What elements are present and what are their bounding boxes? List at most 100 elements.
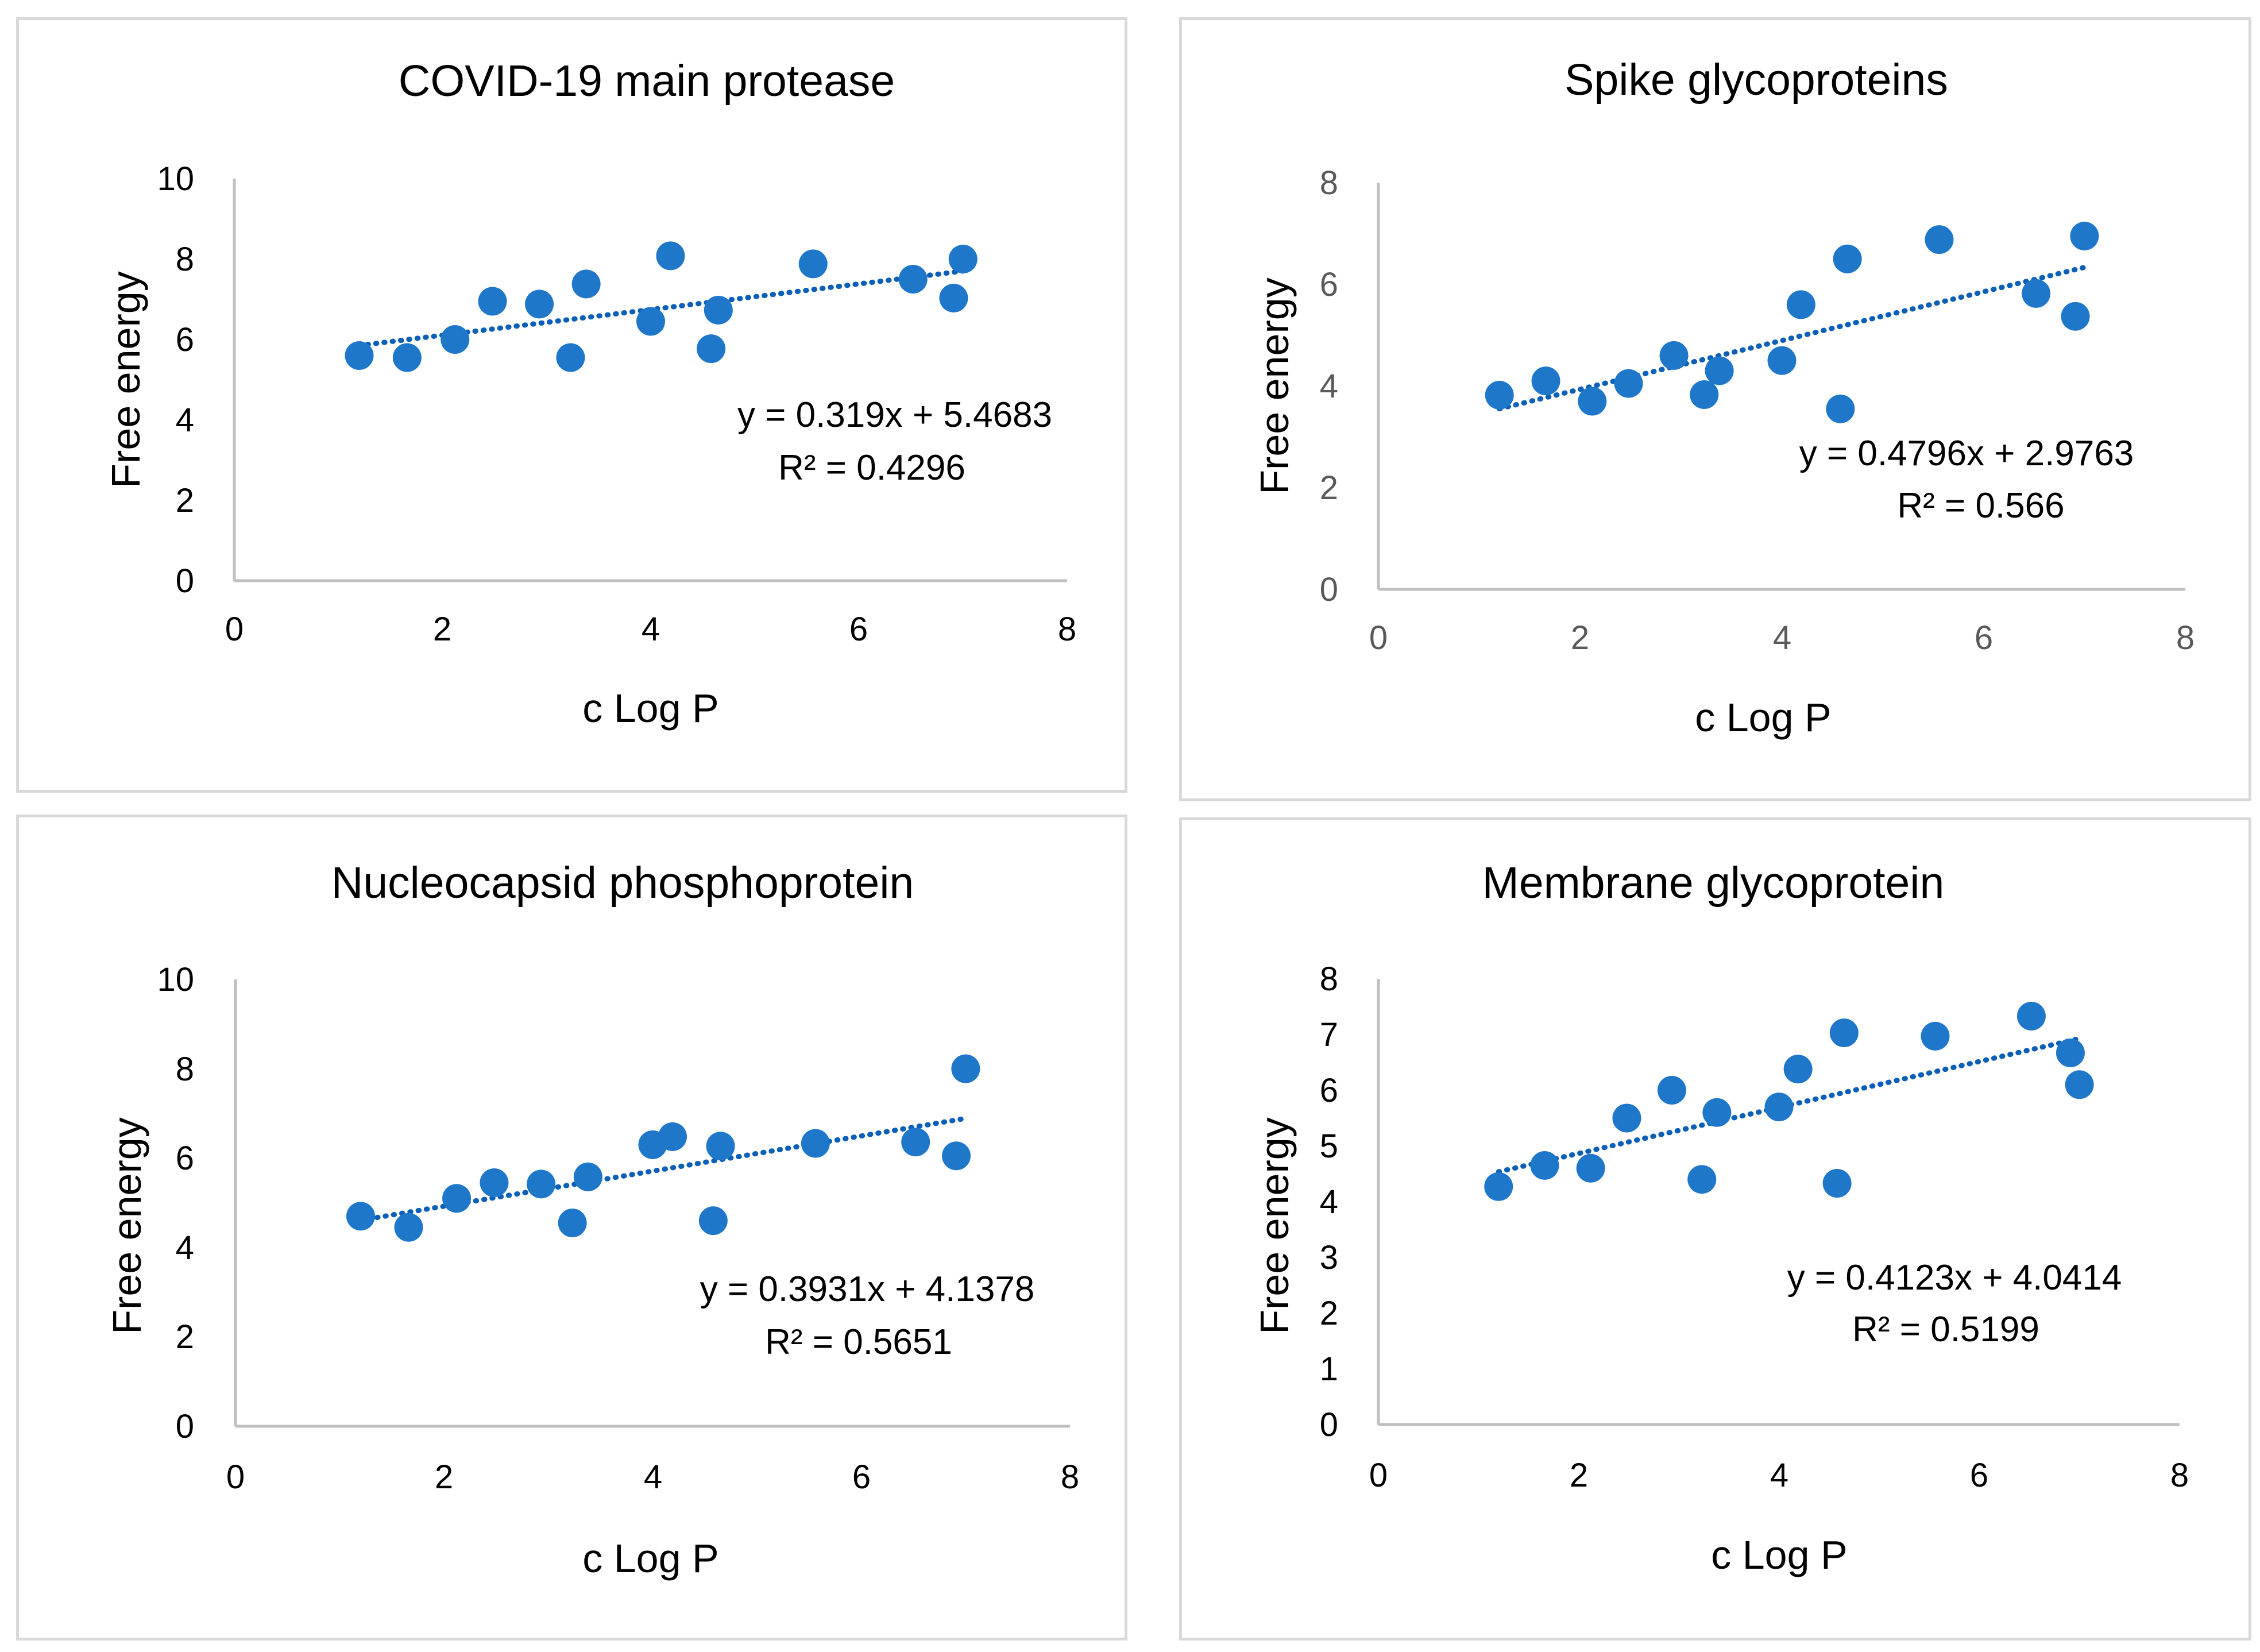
chart-title: Spike glycoproteins [1564,55,1948,105]
x-axis-title: c Log P [1695,695,1831,740]
y-tick-label: 4 [1320,368,1338,405]
x-tick-label: 0 [1369,1457,1388,1494]
y-tick-labels: 0 2 4 6 8 [1320,164,1338,608]
y-tick-label: 2 [1320,469,1338,507]
y-tick-label: 8 [176,1051,194,1088]
chart-title: Nucleocapsid phosphoprotein [331,858,914,908]
x-tick-label: 4 [1770,1457,1788,1494]
data-point [1687,1165,1717,1194]
data-point [1925,225,1954,254]
data-point [1576,1153,1605,1183]
x-axis-title: c Log P [582,686,718,731]
data-point [480,1168,509,1197]
data-points [346,1054,980,1242]
y-tick-label: 6 [1320,1072,1338,1109]
data-point [1767,346,1797,375]
data-point [345,341,374,370]
chart-panel-nucleocapsid: Nucleocapsid phosphoprotein 0 2 4 6 8 10… [16,815,1127,1641]
y-tick-label: 8 [1320,164,1338,202]
data-point [1659,341,1689,370]
trendline-equation: y = 0.319x + 5.4683 [737,395,1052,435]
y-tick-label: 1 [1320,1350,1338,1388]
data-point [1829,1018,1859,1048]
y-tick-label: 0 [176,562,194,600]
r-squared-label: R² = 0.5199 [1852,1310,2039,1349]
trendline [1497,264,2087,412]
data-point [1657,1076,1686,1105]
scatter-chart-spike-glycoproteins: Spike glycoproteins 0 2 4 6 8 0 2 4 6 8 … [1252,55,2195,740]
y-tick-label: 4 [176,1229,194,1267]
data-point [558,1209,587,1238]
data-point [1783,1055,1813,1084]
data-point [1833,244,1862,273]
x-tick-label: 4 [642,611,660,648]
x-tick-labels: 0 2 4 6 8 [226,1458,1079,1496]
data-point [658,1122,687,1151]
data-point [901,1128,930,1157]
y-tick-label: 8 [176,241,194,278]
data-point [1484,1172,1513,1201]
y-tick-labels: 0 2 4 6 8 10 [157,160,194,600]
data-point [394,1213,423,1242]
data-point [1822,1168,1852,1198]
data-point [1705,356,1734,385]
data-point [571,269,601,299]
y-tick-label: 0 [1320,571,1338,608]
data-point [656,241,685,271]
x-axis-title: c Log P [1711,1533,1847,1577]
data-point [1578,387,1607,416]
trendline-equation: y = 0.3931x + 4.1378 [700,1269,1035,1309]
data-point [1614,369,1643,398]
x-tick-label: 2 [1570,1457,1588,1494]
x-tick-label: 6 [849,611,868,648]
y-axis-title: Free energy [105,1117,149,1334]
trendline-equation: y = 0.4123x + 4.0414 [1787,1258,2122,1298]
r-squared-label: R² = 0.4296 [778,448,965,488]
data-point [573,1162,602,1191]
data-point [1921,1021,1950,1051]
x-tick-label: 8 [1058,611,1076,648]
data-point [2056,1039,2085,1068]
data-points [345,241,978,372]
scatter-chart-nucleocapsid: Nucleocapsid phosphoprotein 0 2 4 6 8 10… [105,858,1079,1581]
data-point [898,265,928,294]
x-tick-labels: 0 2 4 6 8 [225,611,1076,648]
data-points [1484,1001,2094,1201]
data-point [636,307,665,336]
data-point [1690,380,1719,410]
chart-panel-spike-glycoproteins: Spike glycoproteins 0 2 4 6 8 0 2 4 6 8 … [1179,17,2251,801]
data-point [2022,279,2051,308]
x-tick-label: 6 [852,1458,871,1496]
trendline-equation: y = 0.4796x + 2.9763 [1799,434,2134,473]
data-point [2061,302,2090,331]
data-point [698,1206,728,1236]
y-tick-label: 6 [1320,266,1338,303]
r-squared-label: R² = 0.566 [1897,486,2064,526]
data-point [441,325,470,354]
y-axis-title: Free energy [103,271,148,488]
y-tick-label: 10 [157,961,194,998]
data-point [442,1184,472,1213]
y-tick-label: 2 [176,1318,194,1356]
y-tick-label: 4 [176,402,194,439]
y-tick-label: 0 [1320,1406,1338,1443]
x-tick-label: 2 [1571,619,1589,657]
y-tick-label: 2 [176,482,194,519]
data-point [2065,1070,2094,1099]
x-tick-label: 0 [226,1458,245,1496]
chart-title: COVID-19 main protease [399,56,895,106]
data-point [704,295,733,325]
data-point [1702,1098,1732,1127]
r-squared-label: R² = 0.5651 [765,1322,952,1362]
data-point [527,1169,556,1199]
x-tick-label: 2 [435,1458,453,1496]
x-axis-title: c Log P [582,1536,718,1581]
data-points [1485,221,2099,423]
x-tick-label: 4 [1773,619,1791,657]
x-tick-label: 8 [1061,1458,1079,1496]
data-point [939,283,968,312]
y-tick-label: 6 [176,1140,194,1177]
x-tick-label: 6 [1970,1457,1988,1494]
y-tick-labels: 0 2 4 6 8 10 [157,961,194,1445]
data-point [1485,380,1514,410]
